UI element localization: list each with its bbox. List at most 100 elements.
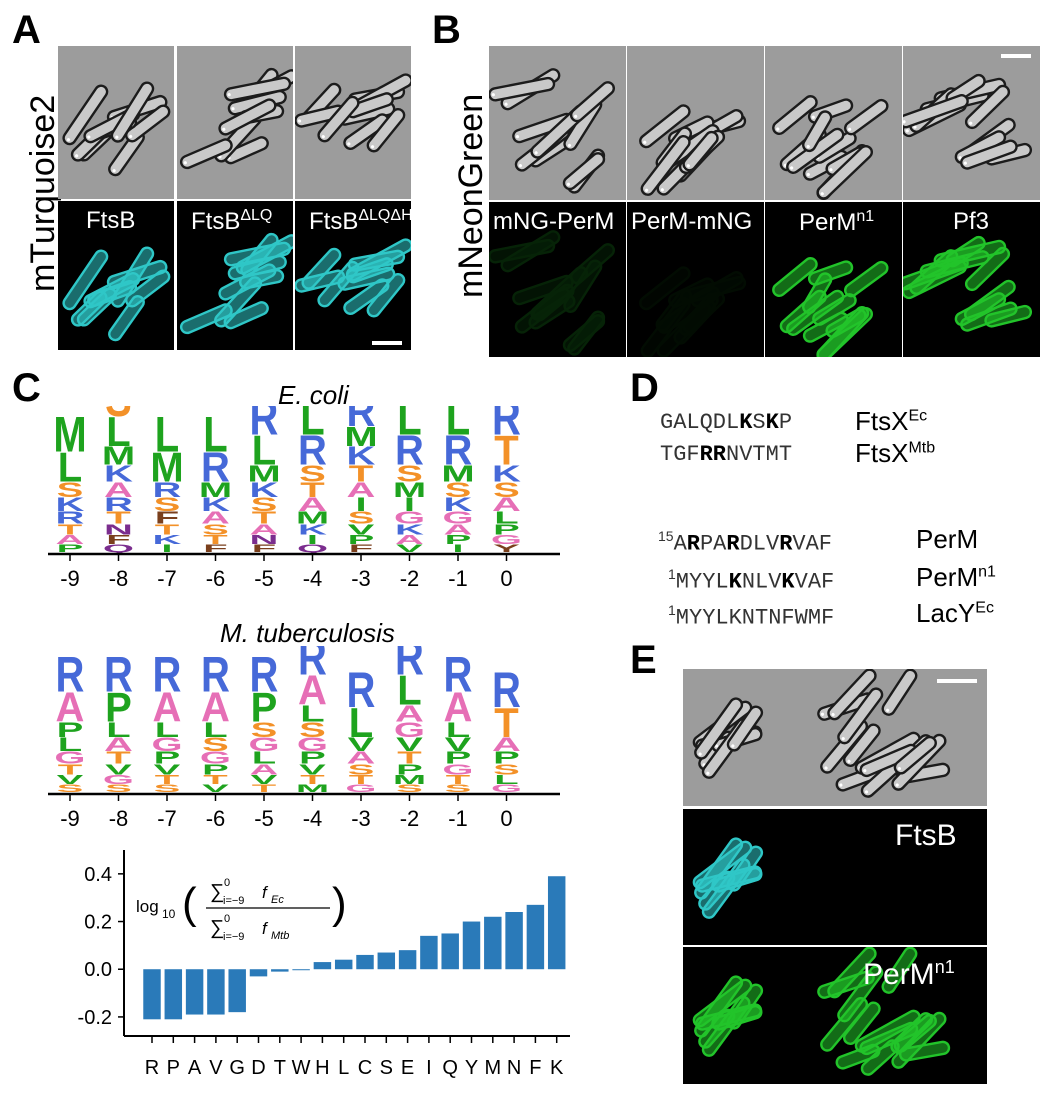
logo-residue: R [201, 646, 230, 702]
bacterial-cell [125, 269, 171, 308]
fluorescence-image [295, 201, 411, 350]
bacterial-cell [179, 138, 233, 170]
bacterial-cell [218, 98, 277, 136]
logo-residue: L [397, 667, 421, 714]
ecoli-sequence-logo: PATRKSLMQFNTRAKMLSIKTFSRMLFTSAKMRLFNATSK… [48, 406, 560, 591]
logo-residue: Q [103, 542, 134, 554]
logo-residue: L [446, 406, 470, 446]
logo-residue: L [58, 444, 82, 491]
logo-residue: S [251, 718, 278, 742]
panel-b-side-label: mNeonGreen [452, 93, 490, 298]
x-tick-label: W [292, 1057, 311, 1079]
logo-residue: S [57, 782, 84, 794]
peptide-sequence: 1MYYLKNTNFWMF [668, 602, 835, 631]
cell-cluster [692, 669, 951, 798]
logo-position-label: -4 [303, 806, 323, 831]
bacterial-cell [532, 283, 575, 322]
logo-residue: S [105, 406, 132, 427]
logo-residue: T [349, 773, 373, 788]
logo-residue: R [347, 662, 376, 718]
bacterial-cell [802, 110, 833, 153]
bacterial-cell [366, 107, 406, 153]
x-tick-label: S [380, 1057, 393, 1079]
peptide-sequence: 1MYYLKNLVKVAF [668, 566, 835, 595]
logo-residue: Y [493, 542, 520, 554]
bacterial-cell [678, 291, 726, 337]
logo-residue: G [491, 782, 522, 794]
bar-W [292, 969, 310, 971]
logo-residue: V [251, 773, 278, 788]
logo-residue: G [151, 734, 182, 756]
fluorescence-image [765, 202, 902, 357]
svg-text:f: f [262, 883, 269, 902]
bar-G [228, 969, 246, 1013]
logo-residue: T [106, 748, 131, 768]
x-tick-label: V [209, 1057, 223, 1079]
protein-name: FtsXEc [855, 406, 928, 436]
protein-name: PerMn1 [916, 562, 996, 592]
cell-cluster [295, 73, 411, 153]
logo-residue: R [395, 427, 424, 474]
logo-residue: G [54, 748, 85, 768]
bacterial-cell [673, 299, 716, 345]
logo-residue: T [252, 782, 277, 794]
logo-residue: S [396, 782, 423, 794]
bacterial-cell [827, 669, 877, 721]
protein-name: PerM [916, 524, 979, 554]
logo-position-label: -5 [254, 806, 274, 831]
logo-residue: N [104, 521, 133, 538]
bacterial-cell [343, 278, 390, 315]
logo-residue: R [347, 406, 376, 435]
x-tick-label: D [251, 1057, 265, 1079]
bacterial-cell [656, 302, 712, 357]
ecoli-species-title: E. coli [278, 380, 349, 410]
logo-residue: L [203, 718, 227, 742]
bacterial-cell [726, 983, 764, 1030]
logo-residue: A [56, 533, 85, 548]
logo-residue: T [155, 773, 179, 788]
logo-residue: T [494, 699, 519, 746]
logo-residue: L [106, 718, 130, 742]
logo-position-label: -1 [448, 566, 468, 591]
logo-residue: L [397, 406, 421, 446]
cell-cluster [772, 257, 889, 357]
fluorescence-image [903, 202, 1040, 357]
bacterial-cell [62, 84, 109, 146]
logo-residue: S [493, 761, 520, 778]
mtb-species-title: M. tuberculosis [220, 618, 395, 648]
logo-position-label: -4 [303, 566, 323, 591]
logo-residue: M [296, 508, 329, 528]
logo-position-label: -3 [351, 806, 371, 831]
brightfield-image [177, 46, 293, 199]
logo-position-label: -3 [351, 566, 371, 591]
logo-residue: A [298, 667, 327, 714]
bacterial-cell [317, 95, 360, 143]
logo-residue: R [153, 646, 182, 702]
cell-cluster [489, 230, 616, 356]
bacterial-cell [489, 76, 556, 102]
bacterial-cell [514, 287, 571, 334]
x-tick-label: M [484, 1057, 501, 1079]
bacterial-cell [893, 1013, 937, 1053]
logo-residue: M [441, 460, 474, 486]
bacterial-cell [903, 256, 969, 291]
logo-residue: A [56, 684, 85, 731]
bar-C [356, 954, 374, 970]
logo-residue: S [396, 460, 423, 486]
logo-residue: M [102, 442, 135, 470]
logo-residue: R [492, 662, 521, 718]
bacterial-cell [682, 130, 719, 172]
logo-residue: V [396, 542, 423, 554]
cell-cluster [639, 266, 747, 357]
scale-bar [937, 679, 977, 683]
bacterial-cell [680, 275, 747, 304]
logo-residue: L [349, 406, 373, 407]
logo-residue: T [203, 533, 227, 548]
logo-residue: R [250, 646, 279, 702]
logo-residue: R [153, 478, 182, 502]
logo-residue: S [348, 508, 375, 528]
construct-label: PerM-mNG [631, 208, 753, 235]
logo-residue: M [53, 406, 86, 462]
logo-residue: A [104, 478, 133, 502]
bacterial-cell [816, 306, 874, 357]
